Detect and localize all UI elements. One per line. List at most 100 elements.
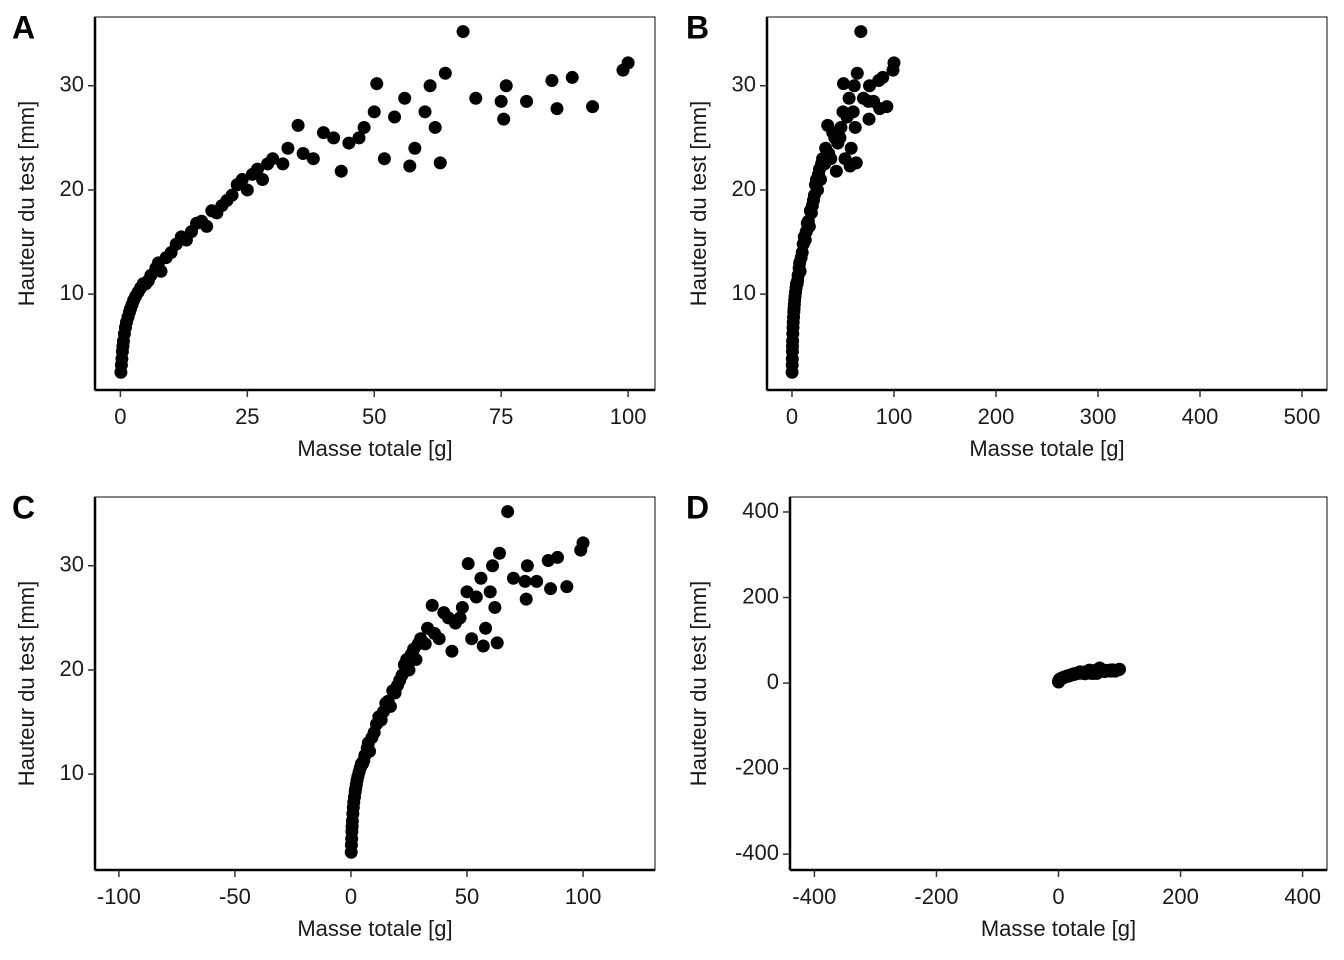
y-tick-label: 10 xyxy=(60,280,84,305)
point xyxy=(848,120,862,134)
point xyxy=(1113,662,1127,676)
x-tick-label: 0 xyxy=(114,404,126,429)
point xyxy=(438,66,452,80)
point xyxy=(844,141,858,155)
point xyxy=(834,120,848,134)
x-tick-label: 0 xyxy=(345,884,357,909)
x-tick-label: 50 xyxy=(362,404,386,429)
point xyxy=(418,105,432,119)
point xyxy=(367,105,381,119)
point xyxy=(850,66,864,80)
point xyxy=(403,159,417,173)
point xyxy=(565,70,579,84)
point xyxy=(370,77,384,91)
point xyxy=(342,136,356,150)
point xyxy=(456,25,470,39)
panel-label: B xyxy=(686,9,709,45)
x-tick-label: 0 xyxy=(1052,884,1064,909)
y-axis-label: Hauteur du test [mm] xyxy=(686,101,711,306)
x-tick-label: 100 xyxy=(610,404,647,429)
point xyxy=(402,663,416,677)
point xyxy=(499,79,513,93)
point xyxy=(409,653,423,667)
point xyxy=(793,264,807,278)
point xyxy=(200,219,214,233)
point xyxy=(469,590,483,604)
x-tick-label: 500 xyxy=(1284,404,1321,429)
x-tick-label: 200 xyxy=(978,404,1015,429)
point xyxy=(225,188,239,202)
point xyxy=(551,550,565,564)
point xyxy=(306,152,320,166)
y-tick-label: 20 xyxy=(60,176,84,201)
point xyxy=(486,559,500,573)
point xyxy=(388,110,402,124)
point xyxy=(281,141,295,155)
point xyxy=(453,611,467,625)
x-tick-label: 300 xyxy=(1080,404,1117,429)
point xyxy=(810,183,824,197)
point xyxy=(824,152,838,166)
point xyxy=(398,91,412,105)
point xyxy=(276,157,290,171)
y-tick-label: 20 xyxy=(732,176,756,201)
y-axis-label: Hauteur du test [mm] xyxy=(14,101,39,306)
x-tick-label: 100 xyxy=(565,884,602,909)
y-tick-label: 30 xyxy=(732,72,756,97)
point xyxy=(849,156,863,170)
point xyxy=(266,152,280,166)
point xyxy=(876,70,890,84)
y-tick-label: 0 xyxy=(767,669,779,694)
y-tick-label: 200 xyxy=(742,583,779,608)
point xyxy=(802,219,816,233)
y-tick-label: 10 xyxy=(732,280,756,305)
point xyxy=(520,94,534,108)
panel-label: A xyxy=(12,9,35,45)
point xyxy=(560,580,574,594)
point xyxy=(846,105,860,119)
point xyxy=(383,699,397,713)
x-axis-label: Masse totale [g] xyxy=(969,436,1124,461)
point xyxy=(433,156,447,170)
point xyxy=(469,91,483,105)
point xyxy=(530,574,544,588)
point xyxy=(445,644,459,658)
point xyxy=(837,77,851,91)
y-tick-label: 10 xyxy=(60,760,84,785)
point xyxy=(479,621,493,635)
panel-label: C xyxy=(12,489,35,525)
point xyxy=(518,574,532,588)
point xyxy=(363,744,377,758)
x-tick-label: 400 xyxy=(1182,404,1219,429)
x-axis-label: Masse totale [g] xyxy=(981,916,1136,941)
y-tick-label: 400 xyxy=(742,498,779,523)
point xyxy=(550,102,564,116)
point xyxy=(833,131,847,145)
point xyxy=(425,598,439,612)
point xyxy=(483,585,497,599)
point xyxy=(461,557,475,571)
point xyxy=(316,126,330,140)
point xyxy=(377,152,391,166)
point xyxy=(154,264,168,278)
x-tick-label: -400 xyxy=(792,884,836,909)
point xyxy=(490,636,504,650)
point xyxy=(520,559,534,573)
x-tick-label: 25 xyxy=(235,404,259,429)
point xyxy=(842,91,856,105)
point xyxy=(586,100,600,114)
point xyxy=(296,146,310,160)
point xyxy=(862,112,876,126)
point xyxy=(291,118,305,132)
point xyxy=(494,94,508,108)
point xyxy=(408,141,422,155)
y-tick-label: 20 xyxy=(60,656,84,681)
point xyxy=(880,100,894,114)
point xyxy=(506,571,520,585)
point xyxy=(576,536,590,550)
x-tick-label: -50 xyxy=(219,884,251,909)
point xyxy=(493,546,507,560)
point xyxy=(327,131,341,145)
point xyxy=(621,56,635,70)
point xyxy=(465,632,479,646)
